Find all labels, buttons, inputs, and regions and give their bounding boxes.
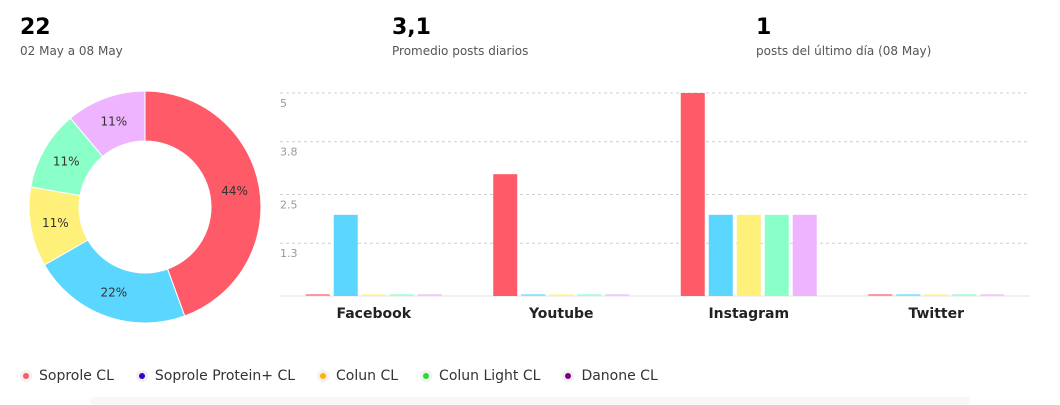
legend-item-colun-light[interactable]: Colun Light CL — [420, 368, 540, 384]
donut-slice-label: 22% — [101, 286, 128, 300]
donut-chart: 44% 22% 11% 11% 11% — [28, 90, 262, 324]
bar[interactable] — [493, 174, 518, 296]
donut-slice[interactable] — [43, 239, 186, 324]
stat-total-value: 22 — [20, 15, 51, 40]
x-category-label: Youtube — [528, 306, 594, 322]
legend-label: Soprole Protein+ CL — [154, 368, 296, 384]
stat-total: 22 02 May a 08 May — [20, 14, 123, 58]
stat-average-value: 3,1 — [392, 15, 431, 40]
legend-dot-icon — [317, 370, 330, 382]
stat-last-day: 1 posts del último día (08 May) — [756, 14, 931, 58]
bar[interactable] — [333, 214, 358, 296]
bar-zero[interactable] — [521, 294, 546, 296]
bar-zero[interactable] — [389, 294, 414, 296]
stat-last-day-label: posts del último día (08 May) — [756, 44, 932, 58]
bar[interactable] — [736, 214, 761, 296]
bar-zero[interactable] — [305, 294, 330, 296]
legend-dot-icon — [20, 370, 32, 382]
y-tick-label: 2.5 — [280, 199, 298, 212]
bar[interactable] — [680, 93, 705, 296]
legend-item-soprole[interactable]: Soprole CL — [20, 368, 114, 384]
legend-label: Colun Light CL — [439, 368, 541, 384]
donut-slice[interactable] — [144, 90, 262, 317]
donut-slice[interactable] — [69, 90, 146, 158]
bar[interactable] — [792, 214, 817, 296]
stat-last-day-value: 1 — [756, 15, 772, 40]
donut-slice-label: 11% — [42, 216, 69, 230]
legend-item-colun[interactable]: Colun CL — [317, 368, 398, 384]
bar-zero[interactable] — [605, 294, 630, 296]
legend-dot-icon — [135, 370, 148, 382]
stat-total-label: 02 May a 08 May — [20, 44, 123, 58]
x-category-label: Facebook — [336, 306, 411, 322]
bar-zero[interactable] — [549, 294, 574, 296]
stat-average-label: Promedio posts diarios — [392, 44, 529, 58]
bar-zero[interactable] — [924, 294, 949, 296]
legend-item-danone[interactable]: Danone CL — [562, 368, 658, 384]
bar-zero[interactable] — [868, 294, 893, 296]
legend: Soprole CL Soprole Protein+ CL Colun CL … — [20, 368, 658, 384]
legend-label: Colun CL — [336, 368, 399, 384]
x-category-label: Twitter — [908, 306, 964, 322]
bar-zero[interactable] — [980, 294, 1005, 296]
bar-zero[interactable] — [896, 294, 921, 296]
x-category-label: Instagram — [708, 306, 789, 322]
y-tick-label: 5 — [280, 97, 287, 110]
bar-zero[interactable] — [417, 294, 442, 296]
donut-slice-label: 11% — [53, 155, 80, 169]
legend-dot-icon — [420, 370, 433, 382]
stat-average: 3,1 Promedio posts diarios — [392, 14, 528, 58]
bar[interactable] — [764, 214, 789, 296]
bar-chart: 1.3 2.5 3.8 5 Facebook Youtube Instagram Twitte… — [280, 92, 1030, 322]
y-tick-label: 3.8 — [280, 146, 298, 159]
bar-zero[interactable] — [577, 294, 602, 296]
bar[interactable] — [708, 214, 733, 296]
y-tick-label: 1.3 — [280, 247, 298, 260]
donut-slice-label: 44% — [221, 184, 248, 198]
scroll-strip — [90, 397, 970, 405]
donut-slice-label: 11% — [101, 114, 128, 128]
legend-item-soprole-protein[interactable]: Soprole Protein+ CL — [135, 368, 296, 384]
bar-zero[interactable] — [361, 294, 386, 296]
legend-label: Soprole CL — [39, 368, 114, 384]
legend-label: Danone CL — [581, 368, 658, 384]
bar-zero[interactable] — [952, 294, 977, 296]
legend-dot-icon — [562, 370, 575, 382]
